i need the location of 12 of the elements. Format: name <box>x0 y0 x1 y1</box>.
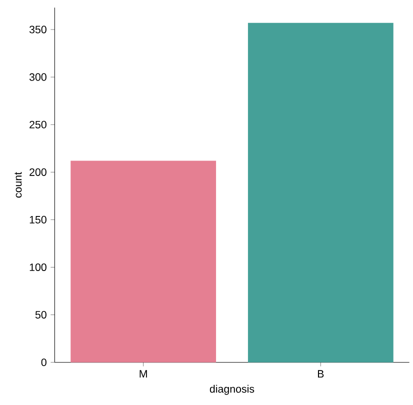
y-tick-label: 50 <box>35 311 46 319</box>
y-tick-label: 0 <box>41 358 46 366</box>
x-tick-label: M <box>140 370 147 378</box>
y-tick-label: 100 <box>30 263 46 272</box>
y-tick-label: 250 <box>30 120 46 128</box>
y-tick-label: 200 <box>30 168 46 176</box>
x-axis-title: diagnosis <box>210 384 254 395</box>
y-tick-label: 300 <box>29 73 46 81</box>
y-tick-label: 350 <box>29 26 46 34</box>
x-tick-label: B <box>318 370 324 378</box>
y-tick-label: 150 <box>30 216 46 224</box>
y-axis-title: count <box>14 172 22 198</box>
